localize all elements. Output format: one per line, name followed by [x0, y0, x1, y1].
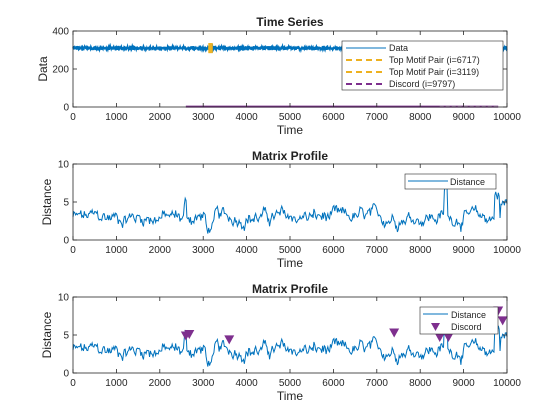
panel-2-ylabel: Distance: [40, 178, 54, 225]
panel-3-xtick-label: 6000: [322, 378, 345, 389]
panel-1-xtick-label: 4000: [235, 112, 258, 123]
panel-2-legend-box: [404, 173, 497, 190]
panel-1-xtick-label: 5000: [279, 112, 302, 123]
distance-profile-line: [72, 183, 508, 234]
panel-2-legend: Distance: [404, 173, 497, 190]
legend-motif-a-label: Top Motif Pair (i=6717): [389, 55, 480, 65]
panel-3-ytick-label: 10: [58, 293, 70, 304]
panel-2-xlabel: Time: [277, 256, 304, 270]
panel-2-ytick-label: 0: [63, 236, 69, 247]
panel-time-series: Time Series 0 1000 2000 3000 4000 5000 6000 700…: [36, 15, 521, 137]
panel-1-xtick-label: 10000: [493, 112, 521, 123]
panel-3-xlabel: Time: [277, 389, 304, 403]
panel-3-ytick-label: 0: [63, 369, 69, 380]
panel-3-legend: Distance Discord: [419, 306, 499, 335]
panel-1-ylabel: Data: [36, 56, 50, 82]
legend-distance-label: Distance: [450, 177, 485, 187]
discord-marker: [443, 333, 454, 343]
panel-2-xtick-label: 2000: [149, 245, 172, 256]
panel-matrix-profile-2: Matrix Profile 0 1000 2000 3000 4000 5000 6000…: [40, 282, 521, 403]
panel-2-ytick-label: 5: [63, 198, 69, 209]
legend-discord-2-label: Discord: [451, 322, 482, 332]
panel-3-xtick-label: 10000: [493, 378, 521, 389]
panel-3-title: Matrix Profile: [252, 282, 328, 296]
panel-1-xtick-label: 2000: [149, 112, 172, 123]
legend-motif-b-label: Top Motif Pair (i=3119): [389, 67, 479, 77]
panel-2-xtick-label: 8000: [409, 245, 432, 256]
panel-1-legend-box: [341, 40, 504, 91]
panel-1-xtick-label: 0: [70, 112, 76, 123]
discord-marker: [434, 333, 445, 343]
panel-2-xtick-label: 4000: [235, 245, 258, 256]
panel-3-xtick-label: 9000: [452, 378, 475, 389]
legend-discord-label: Discord (i=9797): [389, 79, 455, 89]
discord-marker: [184, 330, 195, 339]
panel-2-xtick-label: 10000: [493, 245, 521, 256]
legend-distance-2-label: Distance: [451, 310, 486, 320]
panel-2-title: Matrix Profile: [252, 149, 328, 163]
legend-discord-marker-swatch: [431, 323, 440, 331]
panel-2-xtick-label: 6000: [322, 245, 345, 256]
panel-matrix-profile-1: Matrix Profile 0 1000 2000 3000 4000 5000 6000…: [40, 149, 521, 270]
panel-3-xtick-label: 2000: [149, 378, 172, 389]
panel-1-legend: Data Top Motif Pair (i=6717) Top Motif P…: [341, 40, 504, 91]
panel-1-xtick-label: 8000: [409, 112, 432, 123]
panel-3-ytick-label: 5: [63, 331, 69, 342]
panel-1-xtick-label: 9000: [452, 112, 475, 123]
discord-marker: [224, 335, 235, 345]
panel-1-xtick-label: 1000: [105, 112, 128, 123]
panel-2-xtick-label: 0: [70, 245, 76, 256]
panel-3-xtick-label: 3000: [192, 378, 215, 389]
panel-2-xtick-label: 3000: [192, 245, 215, 256]
panel-3-xtick-label: 1000: [105, 378, 128, 389]
panel-1-ytick-label: 200: [52, 65, 69, 76]
discord-marker: [389, 328, 400, 338]
panel-1-xtick-label: 3000: [192, 112, 215, 123]
panel-3-xtick-label: 4000: [235, 378, 258, 389]
panel-3-xtick-label: 8000: [409, 378, 432, 389]
panel-2-xtick-label: 9000: [452, 245, 475, 256]
distance-profile-line: [72, 316, 508, 367]
legend-data-label: Data: [389, 43, 408, 53]
discord-marker: [497, 316, 508, 326]
panel-1-xtick-label: 7000: [366, 112, 389, 123]
panel-1-ytick-label: 400: [52, 27, 69, 38]
panel-1-xlabel: Time: [277, 123, 304, 137]
motif-highlight: [208, 43, 213, 54]
panel-3-xtick-label: 7000: [366, 378, 389, 389]
panel-2-xtick-label: 5000: [279, 245, 302, 256]
panel-3-ylabel: Distance: [40, 311, 54, 358]
panel-2-xtick-label: 1000: [105, 245, 128, 256]
panel-1-ytick-label: 0: [63, 103, 69, 114]
panel-3-xtick-label: 5000: [279, 378, 302, 389]
panel-2-ytick-label: 10: [58, 160, 70, 171]
panel-2-xtick-label: 7000: [366, 245, 389, 256]
panel-3-legend-box: [419, 306, 499, 335]
panel-3-xtick-label: 0: [70, 378, 76, 389]
panel-1-xtick-label: 6000: [322, 112, 345, 123]
panel-1-title: Time Series: [256, 15, 323, 29]
